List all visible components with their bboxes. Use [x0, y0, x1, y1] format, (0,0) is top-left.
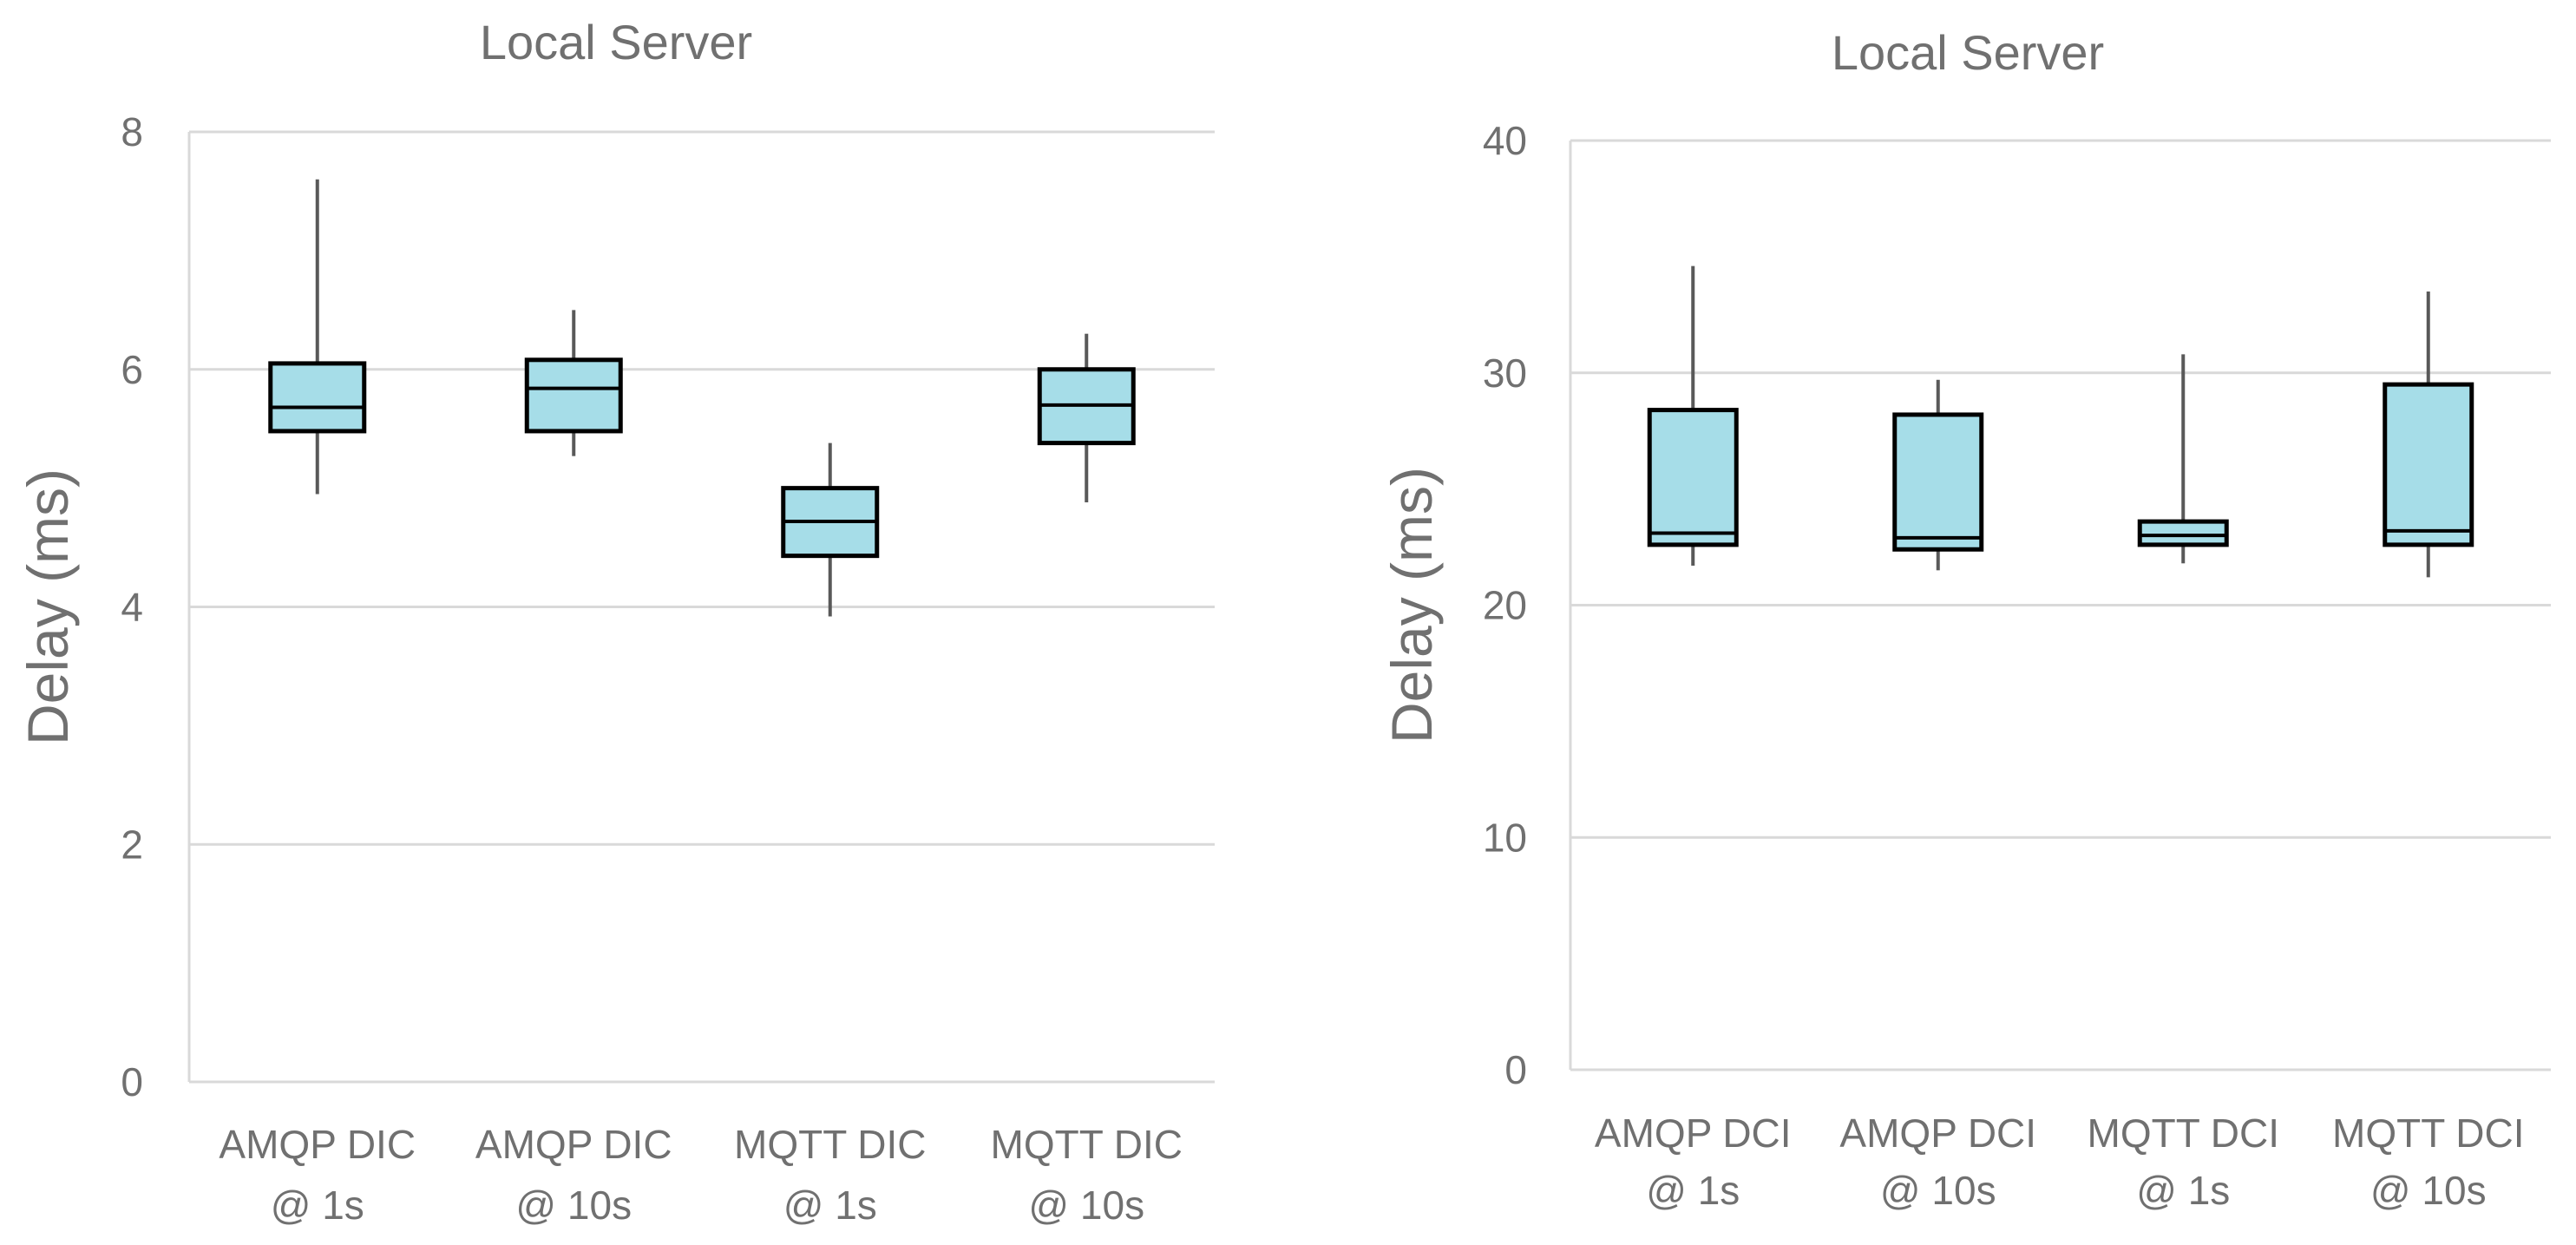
category-label-line2: @ 10s [1880, 1168, 1996, 1213]
iqr-box [1647, 408, 1739, 547]
category-label-line1: AMQP DCI [1595, 1111, 1792, 1156]
category-label-line1: MQTT DCI [2332, 1111, 2524, 1156]
y-tick-label: 40 [1483, 118, 1527, 163]
iqr-box [1892, 412, 1984, 552]
iqr-box [524, 357, 623, 434]
box-1 [268, 179, 367, 495]
category-label-line2: @ 1s [271, 1183, 364, 1228]
iqr-box [2383, 382, 2474, 547]
chart-right: 0 10 20 30 40 Local Server Delay (ms) AMQP DCI @… [1380, 25, 2551, 1213]
category-label-line1: AMQP DIC [219, 1122, 416, 1167]
chart-left: 0 2 4 6 8 Local Server Delay (ms) AMQP DIC @ 1s A… [16, 15, 1215, 1228]
y-tick-label: 20 [1483, 583, 1527, 628]
y-axis-label: Delay (ms) [1380, 467, 1444, 744]
y-tick-label: 0 [1504, 1047, 1527, 1092]
y-axis-label: Delay (ms) [16, 469, 80, 745]
y-tick-label: 8 [121, 109, 143, 154]
category-label-line2: @ 1s [1646, 1168, 1740, 1213]
chart-title: Local Server [1832, 25, 2104, 80]
chart-title: Local Server [480, 15, 752, 69]
category-label-line2: @ 10s [2370, 1168, 2487, 1213]
y-tick-label: 4 [121, 585, 143, 630]
category-label-line2: @ 1s [2136, 1168, 2230, 1213]
category-label-line2: @ 10s [1028, 1183, 1144, 1228]
category-label-line1: AMQP DCI [1839, 1111, 2036, 1156]
box-1 [1647, 265, 1739, 566]
category-label-line2: @ 1s [783, 1183, 877, 1228]
y-tick-label: 30 [1483, 351, 1527, 396]
box-3 [781, 442, 880, 617]
box-4 [2383, 292, 2474, 578]
y-tick-label: 10 [1483, 815, 1527, 860]
y-tick-label: 0 [121, 1059, 143, 1104]
category-label-line1: MQTT DIC [734, 1122, 926, 1167]
iqr-box [268, 361, 367, 434]
category-label-line1: AMQP DIC [475, 1122, 672, 1167]
category-label-line2: @ 10s [515, 1183, 632, 1228]
iqr-box [2137, 519, 2229, 547]
box-3 [2137, 354, 2229, 564]
box-4 [1037, 333, 1136, 503]
y-tick-label: 2 [121, 822, 143, 867]
y-tick-label: 6 [121, 347, 143, 392]
category-label-line1: MQTT DIC [991, 1122, 1183, 1167]
category-label-line1: MQTT DCI [2088, 1111, 2279, 1156]
box-2 [524, 310, 623, 456]
box-2 [1892, 379, 1984, 571]
